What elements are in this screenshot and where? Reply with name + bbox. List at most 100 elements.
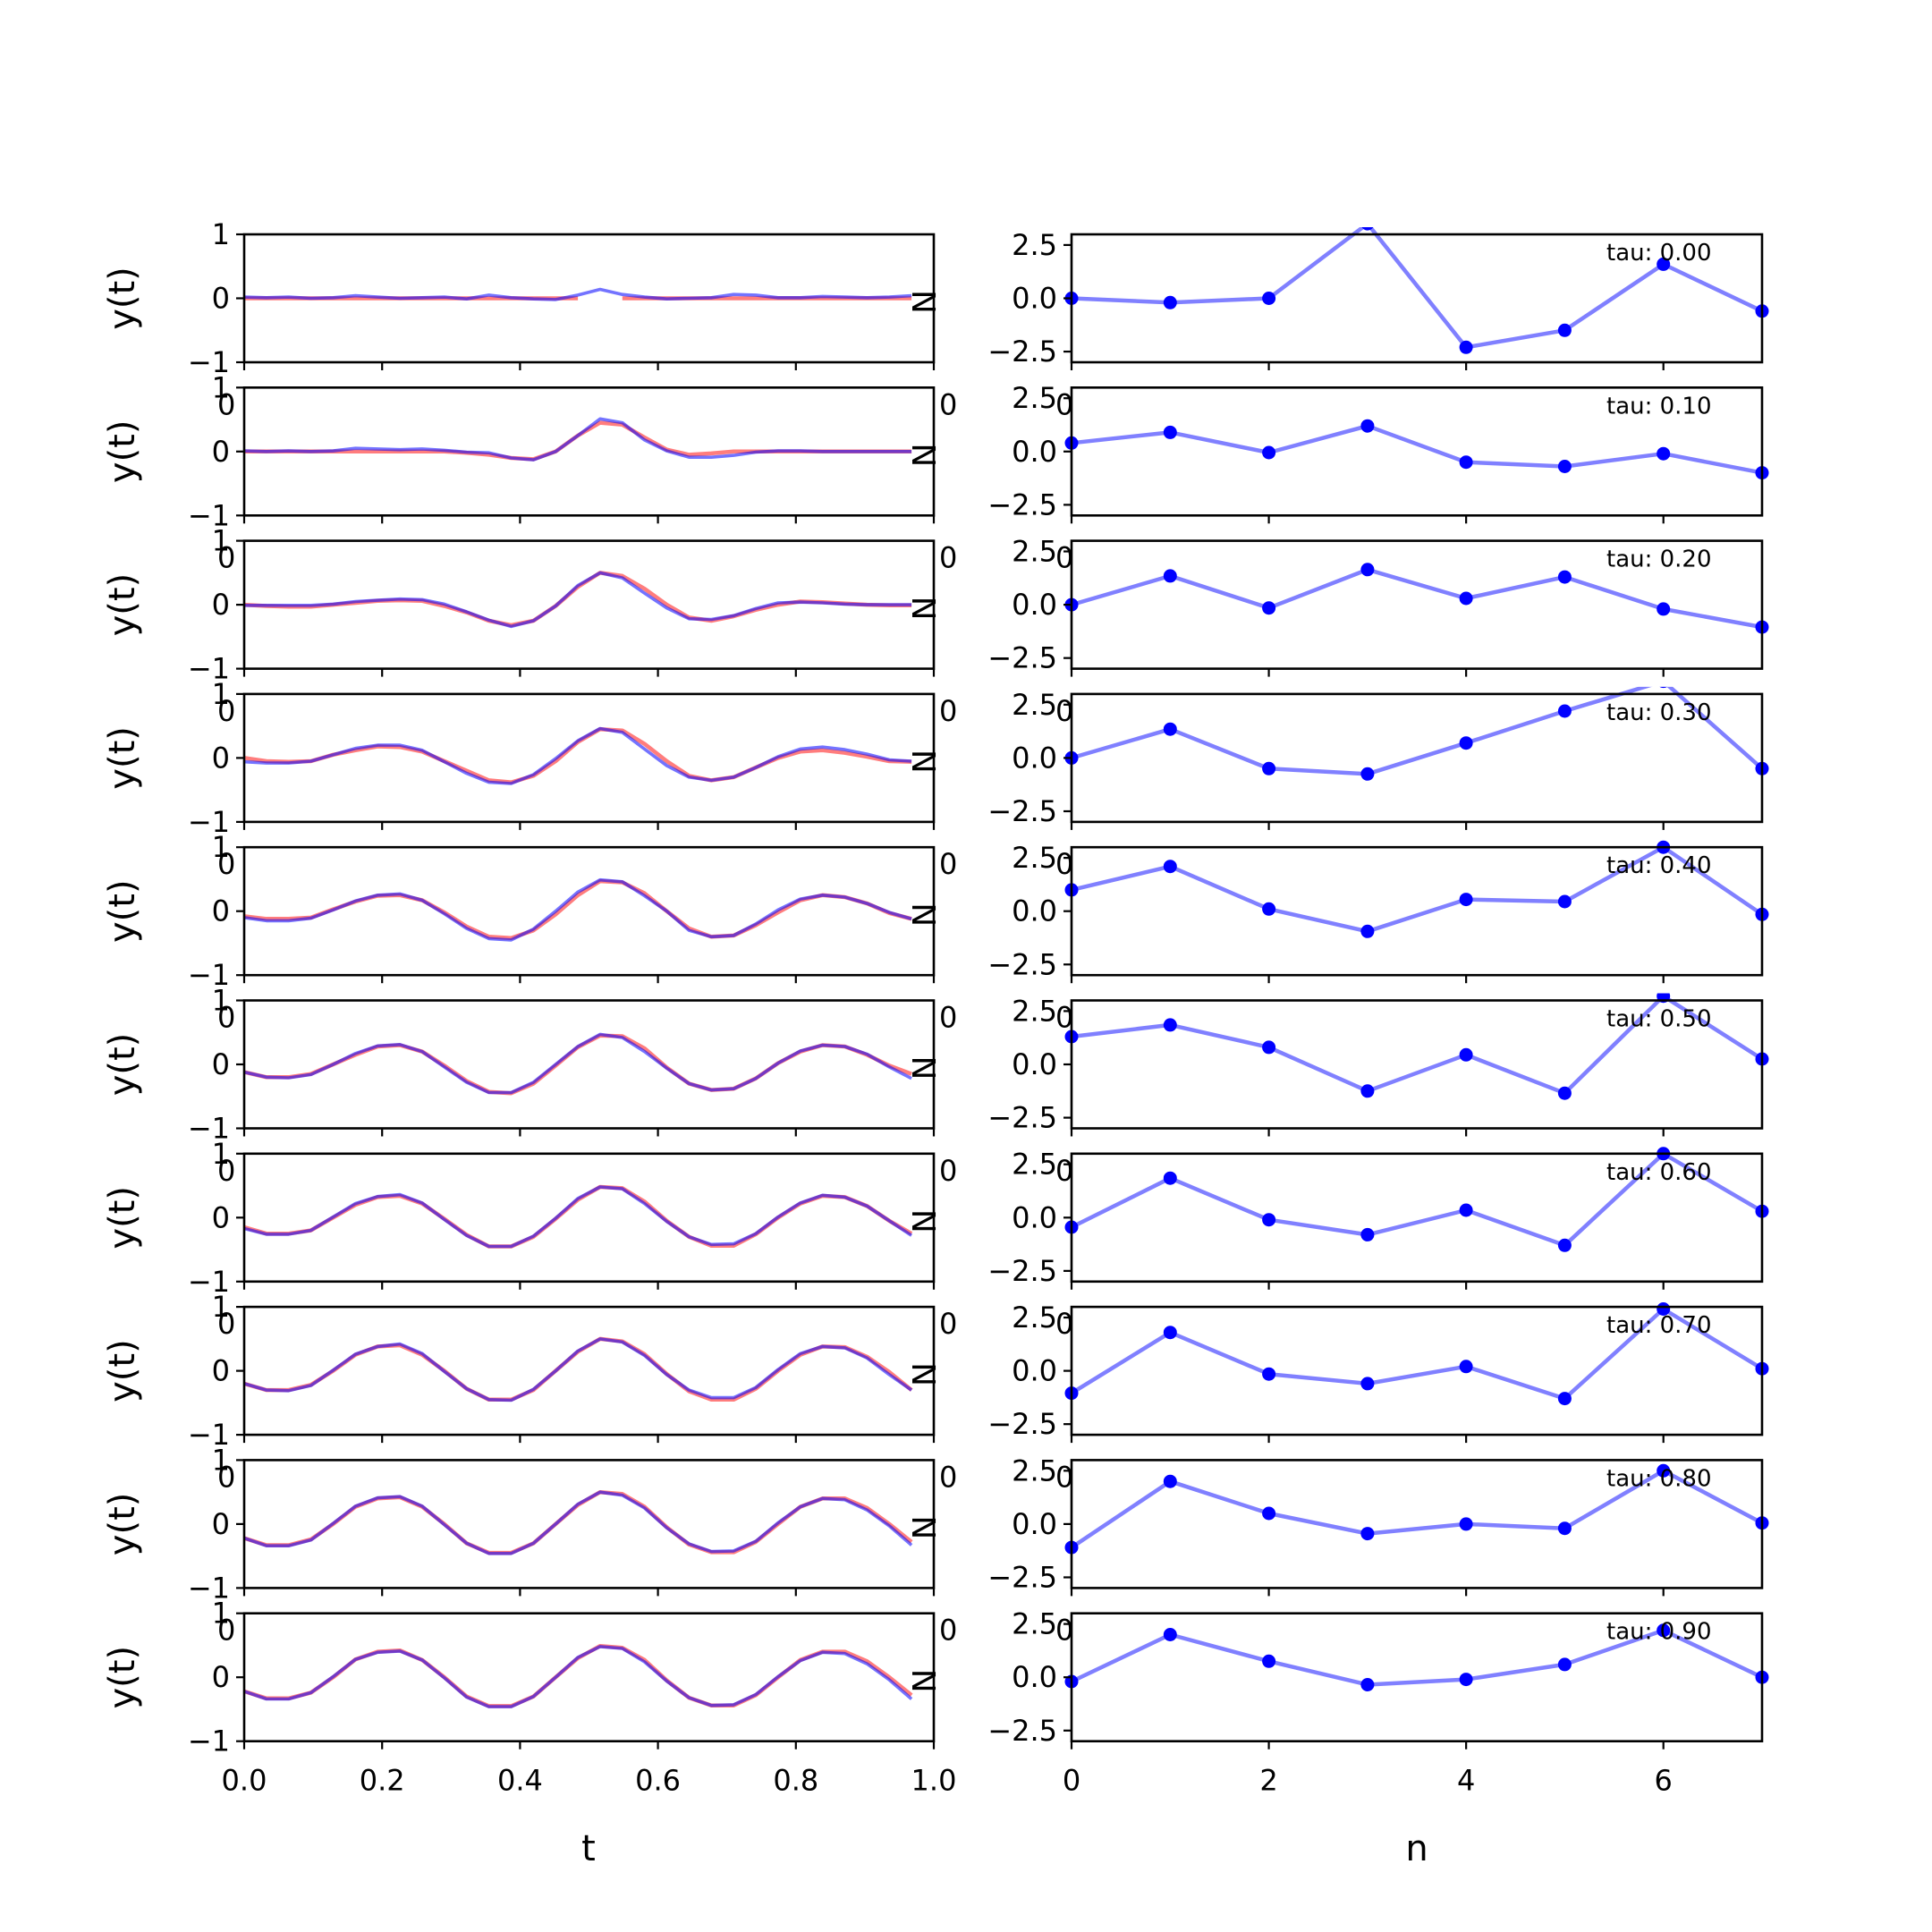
right-overlap-label: 0 xyxy=(1055,847,1073,881)
right-overlap-label: 0 xyxy=(1055,1154,1073,1188)
right-x-tick-label: 0 xyxy=(1063,1764,1080,1798)
prediction-series-line xyxy=(244,726,912,785)
right-x-axis-label: n xyxy=(1405,1828,1428,1869)
left-edge-label: N xyxy=(904,902,941,927)
left-overlap-label: 0 xyxy=(217,541,235,575)
right-overlap-label: 0 xyxy=(1055,1307,1073,1341)
left-overlap-label: 0 xyxy=(217,1001,235,1035)
prediction-series-line xyxy=(244,1032,912,1095)
coefficient-point xyxy=(1459,1203,1473,1217)
coefficient-point xyxy=(1163,1171,1177,1185)
coefficient-series-line xyxy=(1070,1151,1764,1248)
left-overlap-label: 0 xyxy=(939,387,957,421)
coefficient-series-line xyxy=(1071,423,1763,475)
coefficient-point xyxy=(1262,1506,1276,1521)
left-edge-label: N xyxy=(904,1669,941,1693)
coefficient-point xyxy=(1657,1623,1671,1638)
left-series-group xyxy=(244,1032,912,1096)
right-y-tick-label: 0.0 xyxy=(1012,894,1057,928)
left-overlap-label: 0 xyxy=(939,541,957,575)
left-y-tick-label: 0 xyxy=(212,435,230,469)
right-subplot-0: 2.5 0.0 −2.5 tau: 0.00 xyxy=(987,227,1769,370)
left-y-tick-label: 1 xyxy=(212,217,230,251)
left-series-group xyxy=(244,726,912,785)
coefficient-point xyxy=(1459,340,1473,354)
coefficient-point xyxy=(1163,1628,1177,1641)
left-y-axis-label: y(t) xyxy=(102,267,143,330)
right-y-tick-label: −2.5 xyxy=(987,641,1057,675)
coefficient-point xyxy=(1459,736,1473,750)
tau-annotation: tau: 0.80 xyxy=(1606,1465,1712,1492)
left-y-tick-label: −1 xyxy=(188,498,230,532)
left-y-axis-label: y(t) xyxy=(102,1646,143,1709)
left-y-tick-label: −1 xyxy=(188,1418,230,1452)
coefficient-series-line xyxy=(1071,844,1764,934)
right-series-group xyxy=(1064,993,1769,1100)
right-y-tick-label: 2.5 xyxy=(1012,1148,1057,1182)
right-y-tick-label: −2.5 xyxy=(987,1101,1057,1135)
coefficient-point xyxy=(1360,1678,1375,1691)
left-x-tick-label: 0.6 xyxy=(635,1764,681,1798)
right-y-tick-label: 0.0 xyxy=(1012,588,1057,622)
left-subplot-8: 0 010−1y(t) N xyxy=(102,1443,957,1605)
coefficient-point xyxy=(1459,455,1473,470)
coefficient-point xyxy=(1163,569,1177,583)
right-y-tick-label: 0.0 xyxy=(1012,1354,1057,1388)
left-y-axis-label: y(t) xyxy=(102,1493,143,1556)
tau-annotation: tau: 0.00 xyxy=(1606,240,1712,267)
left-overlap-label: 0 xyxy=(939,1307,957,1341)
right-y-tick-label: 2.5 xyxy=(1012,228,1057,262)
left-y-tick-label: −1 xyxy=(188,958,230,992)
coefficient-point xyxy=(1262,1040,1276,1055)
left-edge-label: N xyxy=(904,443,941,467)
left-y-tick-label: 1 xyxy=(212,1597,230,1631)
left-series-group xyxy=(244,287,912,301)
left-series-group xyxy=(244,1643,913,1708)
left-overlap-label: 0 xyxy=(939,1614,957,1648)
coefficient-point xyxy=(1163,1018,1177,1032)
coefficient-point xyxy=(1361,227,1374,231)
coefficient-point xyxy=(1657,602,1671,616)
left-subplot-9: 0 010−10.0 0.2 0.4 0.6 0.8 1.0y(t) N xyxy=(102,1597,957,1798)
left-edge-label: N xyxy=(904,1209,941,1233)
right-y-tick-label: 2.5 xyxy=(1012,994,1057,1028)
left-y-tick-label: −1 xyxy=(188,652,230,686)
coefficient-point xyxy=(1360,924,1375,938)
left-overlap-label: 0 xyxy=(217,694,235,728)
left-y-tick-label: 0 xyxy=(212,1507,230,1541)
right-y-tick-label: 2.5 xyxy=(1012,1453,1057,1487)
left-edge-label: N xyxy=(904,750,941,774)
right-x-tick-label: 6 xyxy=(1655,1764,1673,1798)
right-y-tick-label: −2.5 xyxy=(987,1714,1057,1748)
left-y-tick-label: 0 xyxy=(212,588,230,622)
tau-annotation: tau: 0.30 xyxy=(1606,699,1712,726)
coefficient-point xyxy=(1459,1360,1473,1374)
coefficient-point xyxy=(1360,419,1375,433)
right-subplot-2: 02.5 0.0 −2.5 tau: 0.20 xyxy=(987,535,1769,677)
prediction-series-line xyxy=(244,877,912,942)
right-subplot-7: 02.5 0.0 −2.5 tau: 0.70 xyxy=(987,1301,1769,1444)
left-y-tick-label: 1 xyxy=(212,370,230,404)
left-y-tick-label: 0 xyxy=(212,1200,230,1234)
coefficient-point xyxy=(1163,722,1177,736)
right-y-tick-label: 0.0 xyxy=(1012,1507,1057,1541)
coefficient-series-line xyxy=(1071,227,1763,350)
left-y-tick-label: 1 xyxy=(212,830,230,864)
left-x-tick-label: 0.4 xyxy=(497,1764,543,1798)
left-subplot-5: 0 010−1y(t) N xyxy=(102,984,957,1146)
left-y-tick-label: −1 xyxy=(188,1265,230,1299)
right-overlap-label: 0 xyxy=(1055,387,1073,421)
left-edge-label: N xyxy=(904,1056,941,1080)
coefficient-point xyxy=(1557,1521,1572,1536)
tau-annotation: tau: 0.10 xyxy=(1606,393,1712,419)
subplot-grid: 10−1y(t) N0 010−1y(t) N0 010−1y(t) N0 010−1y(t… xyxy=(102,217,1769,1798)
prediction-series-line xyxy=(244,571,912,629)
coefficient-point xyxy=(1657,257,1671,271)
left-series-group xyxy=(244,1184,913,1249)
left-overlap-label: 0 xyxy=(939,694,957,728)
coefficient-point xyxy=(1360,767,1375,781)
left-overlap-label: 0 xyxy=(939,847,957,881)
coefficient-point xyxy=(1557,1392,1572,1406)
prediction-series-line xyxy=(244,287,912,301)
coefficient-point xyxy=(1557,323,1572,337)
